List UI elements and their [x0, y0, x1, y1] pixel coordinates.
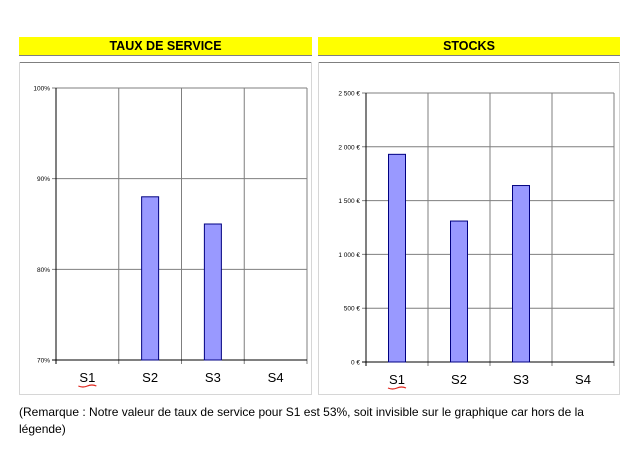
- spellcheck-underline: [387, 386, 407, 390]
- service-rate-title: TAUX DE SERVICE: [19, 37, 312, 56]
- stocks-frame: [318, 62, 620, 395]
- x-tick-label: S4: [575, 372, 591, 387]
- x-tick-label: S1: [79, 370, 95, 385]
- y-tick-label: 2 500 €: [338, 91, 360, 98]
- y-tick-label: 500 €: [344, 306, 361, 313]
- x-tick-label: S3: [513, 372, 529, 387]
- y-tick-label: 1 500 €: [338, 198, 360, 205]
- y-tick-label: 70%: [37, 358, 50, 365]
- x-tick-label: S3: [205, 370, 221, 385]
- y-tick-label: 1 000 €: [338, 252, 360, 259]
- bar-s3: [203, 223, 222, 361]
- title-divider: [19, 62, 312, 63]
- spellcheck-underline: [78, 384, 97, 388]
- y-tick-label: 0 €: [351, 360, 360, 367]
- x-tick-label: S1: [389, 372, 405, 387]
- footnote: (Remarque : Notre valeur de taux de serv…: [19, 405, 584, 436]
- y-tick-label: 90%: [37, 176, 50, 183]
- x-tick-label: S2: [451, 372, 467, 387]
- y-tick-label: 2 000 €: [338, 144, 360, 151]
- bar-s3: [512, 185, 530, 363]
- service-rate-panel: TAUX DE SERVICE: [19, 37, 312, 395]
- bar-s1: [388, 153, 406, 363]
- title-divider: [318, 62, 620, 63]
- x-tick-label: S4: [268, 370, 284, 385]
- bar-s2: [141, 196, 160, 361]
- y-tick-label: 80%: [37, 267, 50, 274]
- stocks-panel: STOCKS: [318, 37, 620, 395]
- bar-s2: [450, 220, 468, 363]
- service-rate-frame: [19, 62, 312, 395]
- y-tick-label: 100%: [33, 86, 50, 93]
- stocks-title: STOCKS: [318, 37, 620, 56]
- x-tick-label: S2: [142, 370, 158, 385]
